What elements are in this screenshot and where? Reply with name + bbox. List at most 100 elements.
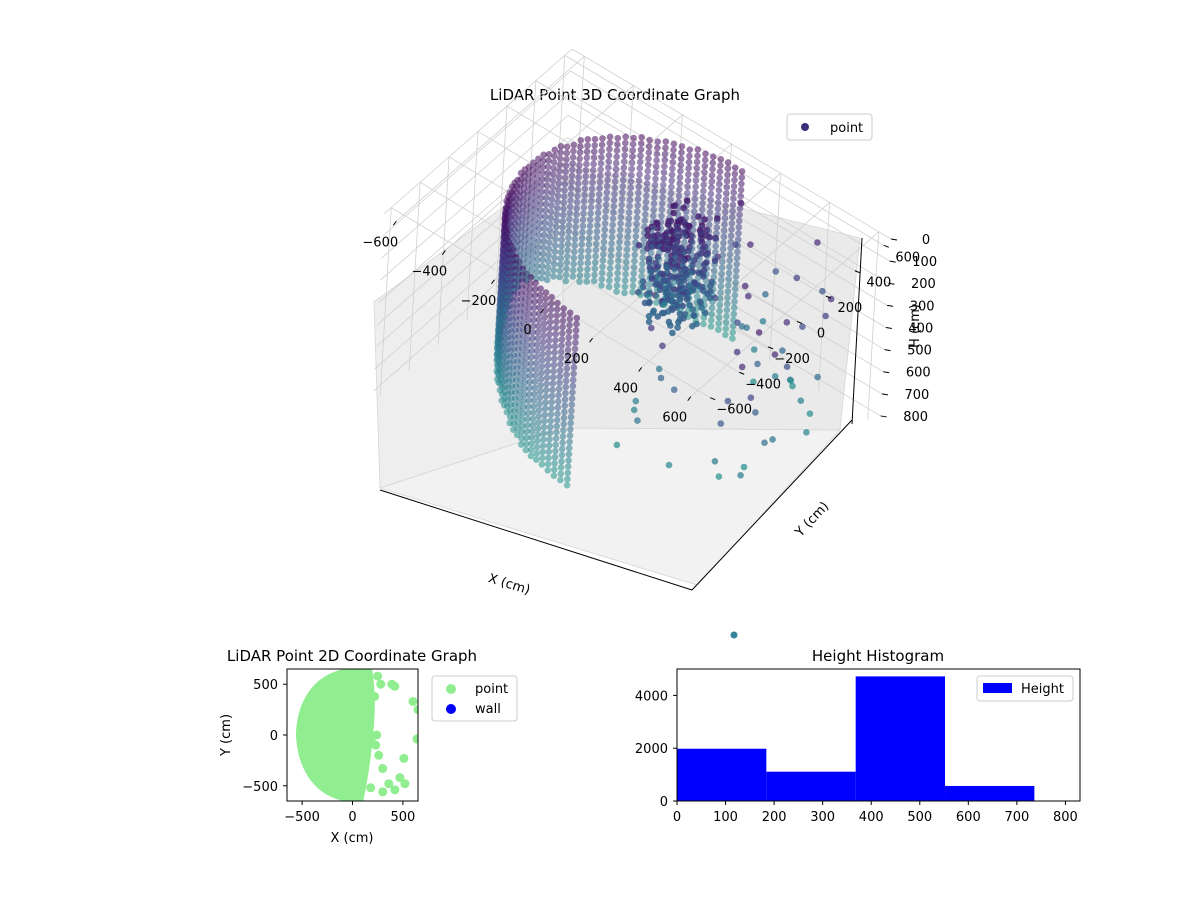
data-point-3d [588,191,596,199]
data-point-3d [793,274,801,282]
y-axis-line [691,419,853,591]
data-point-3d [544,264,552,271]
data-point-3d [635,183,643,191]
data-point-3d [558,445,566,453]
data-point-3d [576,155,583,163]
data-point-3d [606,145,613,153]
data-point-3d [551,343,559,350]
data-point-3d [689,322,696,330]
data-point-3d [683,296,691,303]
data-point-3d [545,157,552,164]
y-tick-label: 200 [838,301,863,316]
data-point-3d [659,342,666,350]
data-point-3d [654,313,662,320]
data-point-3d [734,248,741,256]
data-point-3d [723,177,731,185]
data-point-3d [546,233,554,240]
data-point-3d [511,401,518,409]
data-point-3d [505,371,513,379]
data-point-3d [706,209,714,216]
data-point-3d [534,244,542,251]
data-point-3d [638,273,645,280]
y-tick [854,270,861,274]
y-tick [796,321,803,324]
data-point-3d [692,177,700,184]
data-point-3d [529,329,537,336]
data-point-3d [658,200,666,207]
data-point-3d [563,259,571,266]
data-point-3d [634,417,641,424]
data-point-3d [613,159,620,167]
data-point-3d [613,153,620,161]
data-point-3d [523,434,530,442]
data-point-3d [640,235,648,243]
data-point-3d [638,134,645,141]
data-point-3d [720,227,728,234]
data-point-3d [510,297,517,304]
data-point-3d [665,461,673,469]
data-point-3d [755,329,763,336]
data-point-3d [528,341,536,349]
data-point-3d [720,233,728,241]
data-point-3d [589,166,597,174]
histogram-bar [677,748,767,801]
data-point-3d [599,135,606,142]
data-point-3d [702,277,710,284]
data-point-3d [601,232,608,240]
data-point-3d [546,429,554,437]
data-point-3d [732,273,740,281]
y-tick-label-hist: 0 [660,795,668,810]
data-point-3d [532,285,539,293]
data-point-3d [592,252,599,260]
data-point-3d [729,201,737,209]
data-point-3d [693,171,700,178]
data-point-3d [533,263,541,270]
data-point-3d [561,180,569,188]
data-point-3d [539,262,546,270]
data-point-3d [586,222,594,230]
data-point-3d [551,254,558,262]
data-point-3d [552,435,560,442]
data-point-3d [515,327,523,334]
h-tick-label: 400 [908,321,933,336]
data-point-3d [507,346,514,354]
data-point-3d [632,397,640,405]
data-point-3d [724,397,732,405]
data-point-3d [736,211,743,219]
data-point-3d [593,228,601,235]
data-point-3d [586,228,593,236]
grid-line-h [382,70,890,262]
data-point-3d [545,343,553,351]
y-tick-label-2d: 0 [270,729,278,744]
data-point-3d [584,266,591,273]
data-point-3d [559,330,566,337]
data-point-3d [571,358,578,365]
data-point-3d [536,213,544,220]
chart-2d: LiDAR Point 2D Coordinate Graph −500−500… [219,647,518,846]
data-point-3d [549,374,557,381]
data-point-3d [732,279,739,287]
data-point-3d [549,183,556,191]
data-point-3d [540,237,548,245]
data-point-3d [536,394,544,402]
ticks-3d: −600−400−2000200400600−600−400−200020040… [362,221,937,426]
data-point-3d [554,299,561,307]
x-tick-label: 600 [662,411,687,426]
data-point-3d [670,202,677,210]
data-point-3d [582,179,589,186]
data-point-3d [568,395,576,402]
data-point-3d [557,361,564,368]
data-point-3d [550,165,557,172]
data-point-3d [664,246,672,254]
data-point-3d [541,417,548,425]
data-point-3d [585,241,593,248]
data-point-3d [716,168,724,175]
data-point-3d [605,158,612,165]
data-point-3d [571,248,578,255]
x-tick [392,221,397,226]
data-point-3d [700,181,707,189]
data-point-3d [553,306,561,313]
data-point-3d [504,402,511,410]
data-point-3d [560,305,567,312]
data-point-3d [544,460,552,468]
